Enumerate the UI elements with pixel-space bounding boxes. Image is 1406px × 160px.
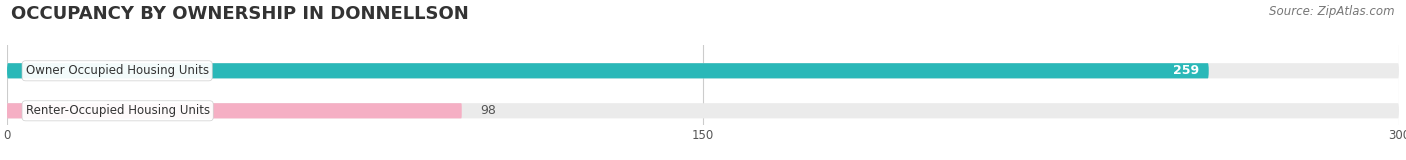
FancyBboxPatch shape	[7, 63, 1399, 78]
Text: Owner Occupied Housing Units: Owner Occupied Housing Units	[25, 64, 208, 77]
Text: OCCUPANCY BY OWNERSHIP IN DONNELLSON: OCCUPANCY BY OWNERSHIP IN DONNELLSON	[11, 5, 470, 23]
Text: 98: 98	[481, 104, 496, 117]
Text: Source: ZipAtlas.com: Source: ZipAtlas.com	[1270, 5, 1395, 18]
FancyBboxPatch shape	[7, 63, 1209, 78]
FancyBboxPatch shape	[7, 103, 1399, 118]
Text: Renter-Occupied Housing Units: Renter-Occupied Housing Units	[25, 104, 209, 117]
FancyBboxPatch shape	[7, 103, 461, 118]
Text: 259: 259	[1174, 64, 1199, 77]
